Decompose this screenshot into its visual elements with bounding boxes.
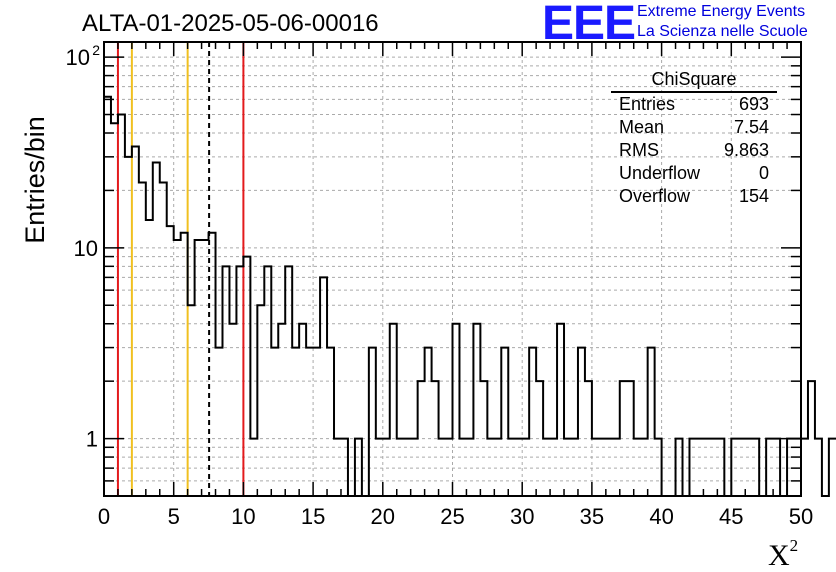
stats-value-overflow: 154: [739, 186, 769, 206]
stats-value-entries: 693: [739, 94, 769, 114]
stats-value-rms: 9.863: [724, 140, 769, 160]
stats-label-rms: RMS: [619, 140, 659, 160]
x-tick-label: 10: [231, 504, 255, 529]
stats-box: ChiSquare Entries 693 Mean 7.54 RMS 9.86…: [611, 69, 777, 206]
x-tick-label: 40: [649, 504, 673, 529]
stats-label-mean: Mean: [619, 117, 664, 137]
y-tick-label: 10: [66, 45, 90, 70]
y-tick-label: 1: [86, 427, 98, 452]
eee-logo: EEE: [542, 0, 636, 50]
y-tick-label: 10: [74, 236, 98, 261]
x-axis-label-sup: 2: [790, 536, 799, 555]
stats-label-overflow: Overflow: [619, 186, 691, 206]
x-tick-label: 25: [440, 504, 464, 529]
x-tick-labels: 0 5 10 15 20 25 30 35 40 45 50: [98, 504, 813, 529]
x-tick-label: 35: [580, 504, 604, 529]
x-tick-label: 50: [789, 504, 813, 529]
x-tick-label: 20: [371, 504, 395, 529]
x-tick-label: 45: [719, 504, 743, 529]
x-tick-label: 0: [98, 504, 110, 529]
stats-value-underflow: 0: [759, 163, 769, 183]
x-axis-label-base: X: [768, 539, 790, 572]
reference-lines: [116, 42, 245, 496]
x-axis-label: X2: [768, 536, 798, 572]
x-tick-label: 5: [168, 504, 180, 529]
axis-ticks: [103, 42, 802, 497]
y-axis-label: Entries/bin: [20, 116, 50, 244]
logo-line-1: Extreme Energy Events: [637, 3, 806, 20]
x-tick-label: 15: [301, 504, 325, 529]
stats-value-mean: 7.54: [734, 117, 769, 137]
stats-title: ChiSquare: [651, 69, 736, 89]
logo-line-2: La Scienza nelle Scuole: [637, 23, 808, 40]
stats-label-entries: Entries: [619, 94, 675, 114]
x-tick-label: 30: [510, 504, 534, 529]
histogram-outline: [104, 95, 836, 497]
y-tick-label-exponent: 2: [92, 42, 100, 58]
chart-title: ALTA-01-2025-05-06-00016: [82, 10, 379, 37]
stats-label-underflow: Underflow: [619, 163, 701, 183]
